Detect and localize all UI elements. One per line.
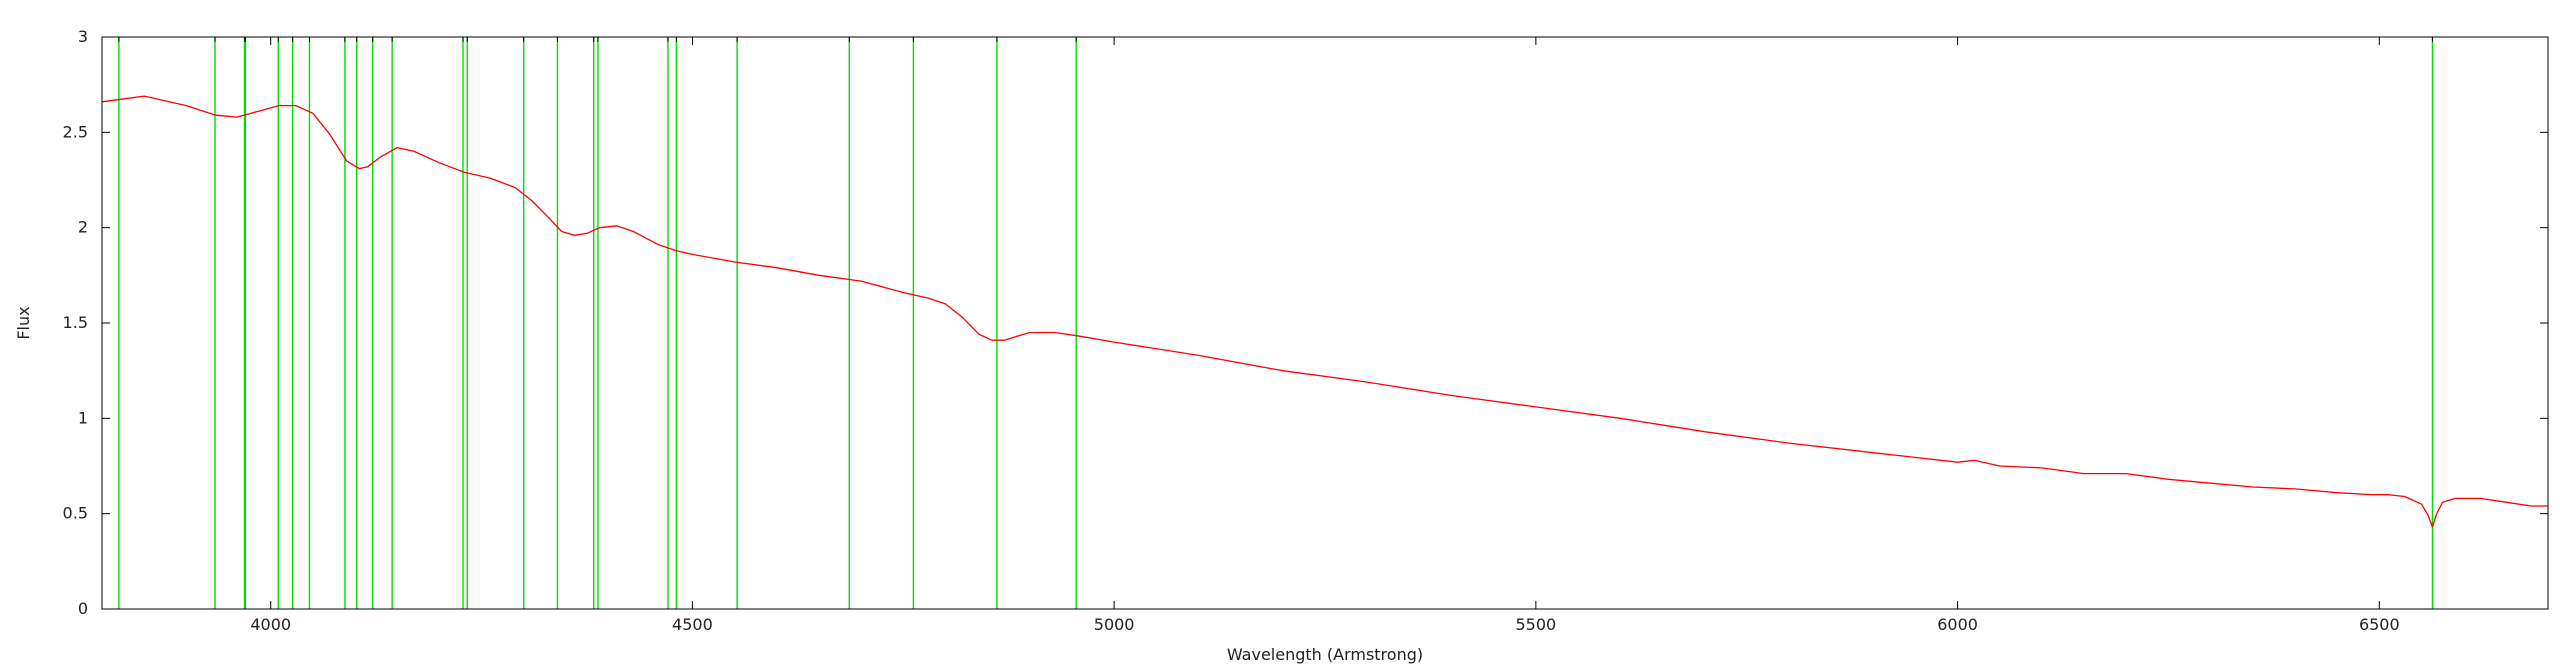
x-tick-label-2: 5000 bbox=[1094, 615, 1135, 634]
y-tick-label-4: 2 bbox=[78, 218, 88, 237]
y-axis-label: Flux bbox=[14, 306, 33, 339]
x-axis-label: Wavelength (Armstrong) bbox=[1227, 645, 1423, 664]
y-tick-label-5: 2.5 bbox=[63, 122, 88, 141]
y-tick-label-6: 3 bbox=[78, 27, 88, 46]
y-tick-label-2: 1 bbox=[78, 408, 88, 427]
spectrum-line-0 bbox=[101, 95, 2548, 528]
x-tick-label-5: 6500 bbox=[2359, 615, 2400, 634]
x-tick-label-0: 4000 bbox=[250, 615, 291, 634]
plot-frame bbox=[101, 36, 2549, 610]
y-tick-label-0: 0 bbox=[78, 599, 88, 618]
y-tick-label-1: 0.5 bbox=[63, 504, 88, 523]
x-tick-label-3: 5500 bbox=[1516, 615, 1557, 634]
x-tick-label-1: 4500 bbox=[672, 615, 713, 634]
x-tick-label-4: 6000 bbox=[1937, 615, 1978, 634]
y-tick-label-3: 1.5 bbox=[63, 313, 88, 332]
axis-ticks: 4000 4500 5000 5500 6000 6500 0 0.5 1 1.5 2 2.5 3 bbox=[63, 27, 2548, 634]
spectrum-series bbox=[101, 95, 2548, 528]
reference-lines bbox=[118, 37, 2434, 609]
